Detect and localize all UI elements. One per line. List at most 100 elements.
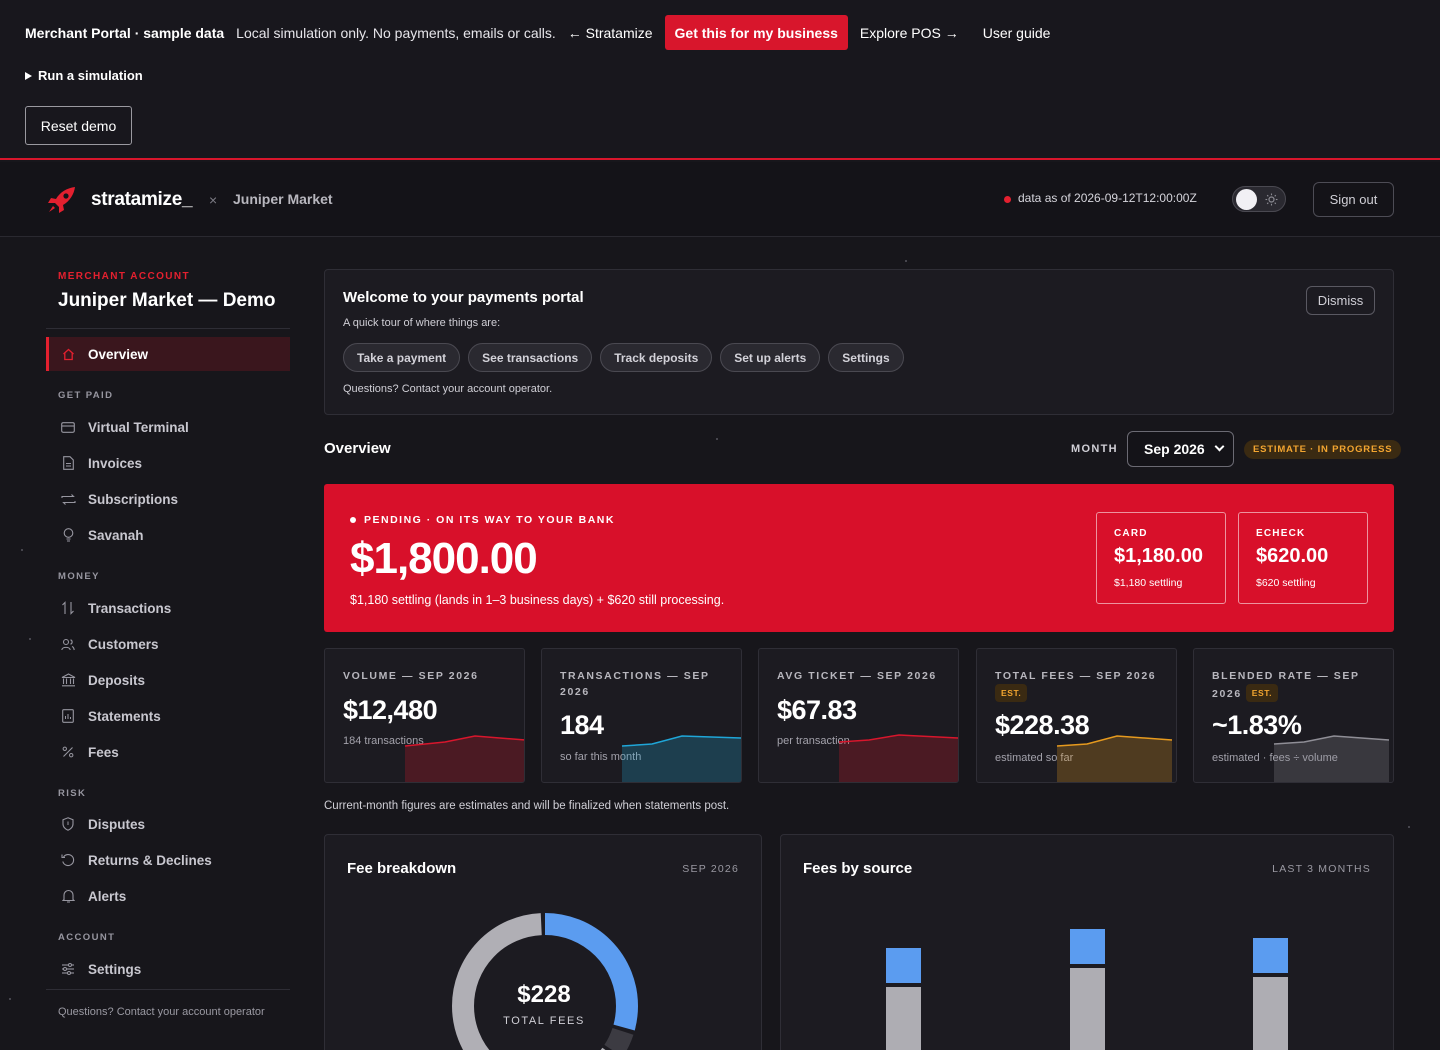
sidebar-item-label: Transactions xyxy=(88,600,172,616)
sign-out-button[interactable]: Sign out xyxy=(1313,182,1394,217)
echeck-value: $620.00 xyxy=(1256,545,1329,567)
sidebar-item-customers[interactable]: Customers xyxy=(46,627,290,661)
bar-segment-base[interactable] xyxy=(886,987,921,1050)
sidebar-item-label: Statements xyxy=(88,708,161,724)
sidebar-item-returns-declines[interactable]: Returns & Declines xyxy=(46,843,290,877)
sidebar-item-deposits[interactable]: Deposits xyxy=(46,663,290,697)
home-icon xyxy=(60,346,76,362)
kpi-transactions: TRANSACTIONS — SEP 2026 184 so far this … xyxy=(541,648,742,783)
bar-segment-top[interactable] xyxy=(1070,929,1105,964)
sidebar-item-label: Returns & Declines xyxy=(88,852,212,868)
sidebar-item-transactions[interactable]: Transactions xyxy=(46,591,290,625)
kpi-total-fees: TOTAL FEES — SEP 2026 EST. $228.38 estima… xyxy=(976,648,1177,783)
explore-pos-link[interactable]: Explore POS → xyxy=(859,24,959,41)
kpi-value: $228.38 xyxy=(995,710,1090,740)
fees-by-source-period: LAST 3 MONTHS xyxy=(1272,863,1371,875)
chip-see-transactions[interactable]: See transactions xyxy=(468,343,593,372)
est-badge: EST. xyxy=(995,684,1028,702)
quick-links: Take a payment See transactions Track de… xyxy=(343,343,904,372)
echeck-pending-box: ECHECK $620.00 $620 settling xyxy=(1238,512,1368,604)
bank-icon xyxy=(60,672,76,688)
pending-note: $1,180 settling (lands in 1–3 business d… xyxy=(350,593,725,607)
run-simulation-toggle[interactable]: Run a simulation xyxy=(25,68,143,83)
sidebar-item-label: Settings xyxy=(88,961,142,977)
run-simulation-label: Run a simulation xyxy=(38,68,143,83)
welcome-subtitle: A quick tour of where things are: xyxy=(343,317,501,329)
back-to-stratamize-link[interactable]: ← Stratamize xyxy=(567,24,653,41)
kpi-sparkline xyxy=(1273,735,1390,782)
card-pending-box: CARD $1,180.00 $1,180 settling xyxy=(1096,512,1226,604)
sidebar-item-virtual-terminal[interactable]: Virtual Terminal xyxy=(46,410,290,444)
sidebar-item-disputes[interactable]: Disputes xyxy=(46,807,290,841)
welcome-title: Welcome to your payments portal xyxy=(343,289,584,306)
arrows-up-down-icon xyxy=(60,600,76,616)
background-dot xyxy=(716,438,718,440)
bar-segment-top[interactable] xyxy=(886,948,921,983)
reset-demo-button[interactable]: Reset demo xyxy=(25,106,132,145)
sidebar-item-subscriptions[interactable]: Subscriptions xyxy=(46,482,290,516)
dismiss-button[interactable]: Dismiss xyxy=(1306,286,1375,315)
sidebar-kicker: MERCHANT ACCOUNT xyxy=(58,271,191,282)
undo-icon xyxy=(60,852,76,868)
sidebar-item-invoices[interactable]: Invoices xyxy=(46,446,290,480)
sliders-icon xyxy=(60,961,76,977)
chip-track-deposits[interactable]: Track deposits xyxy=(600,343,713,372)
get-for-business-button[interactable]: Get this for my business xyxy=(664,15,848,50)
sidebar-item-label: Alerts xyxy=(88,888,127,904)
kpi-sub: 184 transactions xyxy=(343,735,424,747)
sidebar-item-settings[interactable]: Settings xyxy=(46,952,290,986)
section-risk: RISK xyxy=(58,788,87,799)
kpi-value: 184 xyxy=(560,710,604,740)
sidebar-divider xyxy=(46,989,290,990)
sidebar-item-label: Fees xyxy=(88,744,119,760)
bar-segment-base[interactable] xyxy=(1253,977,1288,1050)
donut-total: $228 xyxy=(517,981,571,1008)
kpi-value: $67.83 xyxy=(777,695,857,725)
echeck-sub: $620 settling xyxy=(1256,577,1316,589)
card-icon xyxy=(60,419,76,435)
month-select-value: Sep 2026 xyxy=(1144,441,1205,457)
theme-toggle[interactable] xyxy=(1232,186,1286,212)
donut-slice[interactable] xyxy=(452,913,638,1050)
kpi-volume: VOLUME — SEP 2026 $12,480 184 transactio… xyxy=(324,648,525,783)
kpi-sparkline xyxy=(838,734,958,782)
overview-title: Overview xyxy=(324,440,391,457)
percent-icon xyxy=(60,744,76,760)
month-label: MONTH xyxy=(1071,443,1118,455)
kpi-sub: estimated · fees ÷ volume xyxy=(1212,752,1338,764)
month-select[interactable]: Sep 2026 xyxy=(1127,431,1234,467)
repeat-icon xyxy=(60,491,76,507)
bar-segment-top[interactable] xyxy=(1253,938,1288,973)
pending-amount: $1,800.00 xyxy=(350,534,538,583)
fees-bar-chart xyxy=(886,929,1288,1050)
chip-settings[interactable]: Settings xyxy=(828,343,904,372)
document-icon xyxy=(60,455,76,471)
sidebar-item-alerts[interactable]: Alerts xyxy=(46,879,290,913)
kpi-sub: per transaction xyxy=(777,735,850,747)
kpi-label: AVG TICKET — SEP 2026 xyxy=(777,670,937,682)
report-icon xyxy=(60,708,76,724)
user-guide-link[interactable]: User guide xyxy=(982,24,1051,41)
kpi-sparkline xyxy=(1056,735,1173,782)
chip-take-payment[interactable]: Take a payment xyxy=(343,343,461,372)
donut-slice[interactable] xyxy=(452,913,638,1050)
bar-segment-base[interactable] xyxy=(1070,968,1105,1050)
sidebar-item-statements[interactable]: Statements xyxy=(46,699,290,733)
fees-by-source-card: Fees by source LAST 3 MONTHS xyxy=(780,834,1394,1050)
demo-banner: Merchant Portal · sample data Local simu… xyxy=(0,0,1440,160)
sidebar-item-fees[interactable]: Fees xyxy=(46,735,290,769)
data-timestamp: data as of 2026-09-12T12:00:00Z xyxy=(1018,191,1197,205)
sidebar-item-label: Customers xyxy=(88,636,159,652)
kpi-value: ~1.83% xyxy=(1212,710,1302,740)
pending-kicker-label: PENDING · ON ITS WAY TO YOUR BANK xyxy=(364,514,615,526)
pending-kicker: PENDING · ON ITS WAY TO YOUR BANK xyxy=(350,514,615,526)
bell-icon xyxy=(60,888,76,904)
chip-set-up-alerts[interactable]: Set up alerts xyxy=(720,343,821,372)
sidebar-item-overview[interactable]: Overview xyxy=(46,337,290,371)
pending-panel: PENDING · ON ITS WAY TO YOUR BANK $1,800… xyxy=(324,484,1394,632)
card-value: $1,180.00 xyxy=(1114,545,1203,567)
sidebar-item-savanah[interactable]: Savanah xyxy=(46,518,290,552)
shield-icon xyxy=(60,816,76,832)
sidebar: MERCHANT ACCOUNT Juniper Market — Demo O… xyxy=(46,238,290,1050)
fee-breakdown-period: SEP 2026 xyxy=(682,863,739,875)
